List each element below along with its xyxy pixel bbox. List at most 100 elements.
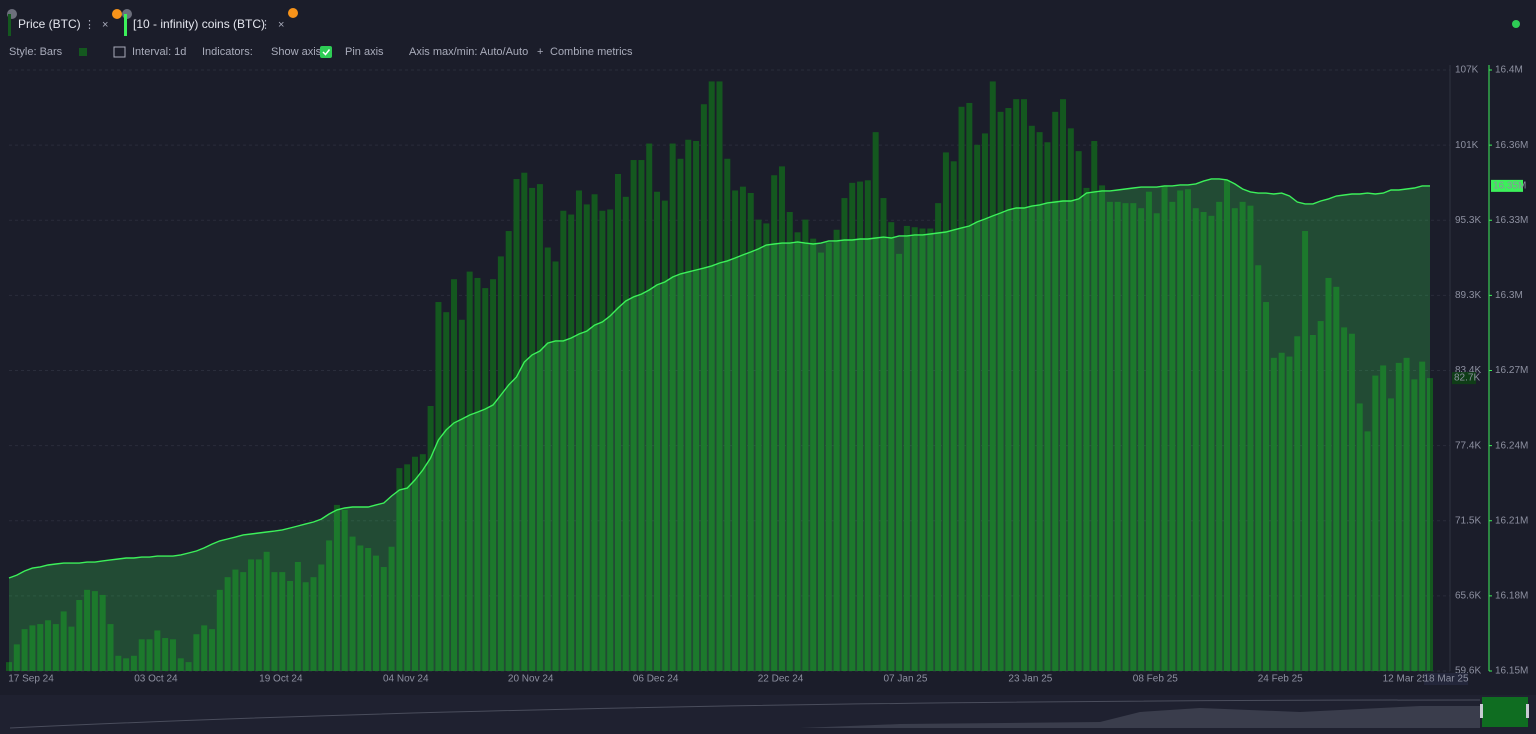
bar bbox=[1427, 378, 1433, 671]
tab-label[interactable]: [10 - infinity) coins (BTC) bbox=[133, 17, 265, 31]
bar bbox=[747, 192, 754, 672]
navigator-handle[interactable] bbox=[1526, 704, 1529, 718]
tab-close[interactable]: × bbox=[278, 19, 284, 31]
bar bbox=[1114, 201, 1121, 671]
bar bbox=[326, 540, 333, 671]
y-tick-label: 89.3K bbox=[1455, 290, 1481, 301]
bar bbox=[864, 180, 871, 671]
navigator-handle[interactable] bbox=[1480, 704, 1483, 718]
y2-tick-label: 16.36M bbox=[1495, 140, 1528, 151]
bar bbox=[661, 200, 668, 671]
bar bbox=[216, 589, 223, 671]
bar bbox=[412, 456, 418, 671]
bar bbox=[669, 143, 676, 671]
navigator-window[interactable] bbox=[1482, 697, 1528, 727]
bar bbox=[536, 184, 543, 671]
bar bbox=[646, 143, 653, 671]
tab-close[interactable]: × bbox=[102, 19, 108, 31]
bar bbox=[154, 630, 161, 671]
bar bbox=[443, 312, 450, 671]
plus-icon: + bbox=[537, 46, 543, 58]
bar bbox=[1028, 125, 1035, 671]
bar bbox=[1411, 379, 1418, 671]
indicators-select[interactable]: Indicators: bbox=[202, 46, 253, 58]
bar bbox=[1021, 99, 1027, 671]
combine-metrics[interactable]: Combine metrics bbox=[550, 46, 633, 58]
y2-tick-label: 16.27M bbox=[1495, 365, 1528, 376]
bar bbox=[942, 152, 949, 671]
tab-menu[interactable]: ⋮ bbox=[84, 19, 95, 31]
color-picker[interactable] bbox=[79, 48, 87, 56]
bar bbox=[1403, 357, 1410, 671]
show-axis[interactable]: Show axis bbox=[271, 46, 322, 58]
bar bbox=[1153, 213, 1160, 671]
bar bbox=[1138, 208, 1145, 671]
plot: 59.6K 65.6K 71.5K 77.4K 83.4K 89.3K 95.3K 101K 1… bbox=[6, 65, 1528, 685]
bar bbox=[263, 551, 270, 671]
bar bbox=[607, 209, 614, 671]
bar bbox=[240, 572, 247, 671]
y-tick-label: 59.6K bbox=[1455, 666, 1481, 677]
y2-tick-label: 16.3M bbox=[1495, 290, 1523, 301]
bar bbox=[1052, 111, 1059, 671]
bar bbox=[224, 577, 231, 671]
tab-label[interactable]: Price (BTC) bbox=[18, 17, 81, 31]
bar bbox=[966, 102, 973, 671]
bar bbox=[396, 468, 403, 671]
check-mark bbox=[322, 49, 331, 56]
bar bbox=[162, 638, 169, 671]
bar bbox=[294, 561, 301, 671]
y2-tick-label: 16.15M bbox=[1495, 666, 1528, 677]
bar bbox=[1263, 302, 1270, 671]
y2-tick-label: 16.4M bbox=[1495, 65, 1523, 76]
pin-axis[interactable]: Pin axis bbox=[345, 46, 384, 58]
bar bbox=[529, 187, 536, 671]
bar bbox=[818, 252, 824, 671]
bar bbox=[1302, 231, 1309, 672]
bar bbox=[341, 509, 348, 671]
style-select[interactable]: Style: Bars bbox=[9, 46, 63, 58]
bar bbox=[201, 625, 208, 671]
bar bbox=[1294, 336, 1301, 671]
bar bbox=[255, 559, 262, 671]
tab-menu[interactable]: ⋮ bbox=[260, 19, 271, 31]
bar bbox=[458, 319, 465, 671]
x-tick-label: 12 Mar 25 bbox=[1383, 674, 1428, 685]
y-tick-label: 83.4K bbox=[1455, 365, 1481, 376]
x-tick-label: 19 Oct 24 bbox=[259, 674, 303, 685]
current-value: 16.35M bbox=[1493, 181, 1526, 192]
bar bbox=[622, 196, 629, 671]
bar bbox=[1036, 132, 1043, 672]
bar bbox=[1145, 191, 1152, 672]
bar bbox=[958, 106, 965, 672]
bar bbox=[1364, 431, 1371, 671]
bar bbox=[997, 111, 1004, 671]
bar bbox=[1177, 190, 1184, 671]
bar bbox=[333, 504, 340, 671]
bar bbox=[1161, 185, 1168, 672]
bar bbox=[193, 634, 200, 671]
bar bbox=[591, 194, 598, 671]
bar bbox=[380, 567, 387, 671]
x-tick-label: 22 Dec 24 bbox=[758, 674, 804, 685]
bar bbox=[903, 225, 910, 672]
bar bbox=[575, 190, 582, 671]
tab-color bbox=[8, 14, 11, 36]
interval-select[interactable]: Interval: 1d bbox=[132, 46, 186, 58]
bar bbox=[482, 288, 489, 671]
bar bbox=[84, 589, 91, 671]
bar bbox=[1356, 403, 1363, 671]
checkbox[interactable] bbox=[320, 46, 332, 58]
bar bbox=[739, 186, 746, 672]
axis-minmax[interactable]: Axis max/min: Auto/Auto bbox=[409, 46, 528, 58]
bar bbox=[1044, 142, 1051, 671]
bar bbox=[1348, 333, 1355, 671]
bar bbox=[169, 639, 176, 671]
bar bbox=[466, 271, 473, 671]
x-tick-label: 20 Nov 24 bbox=[508, 674, 554, 685]
bar bbox=[287, 580, 294, 671]
navigator-area bbox=[800, 706, 1480, 728]
bar bbox=[1317, 321, 1324, 671]
bar bbox=[1395, 362, 1402, 671]
bar bbox=[786, 212, 793, 672]
